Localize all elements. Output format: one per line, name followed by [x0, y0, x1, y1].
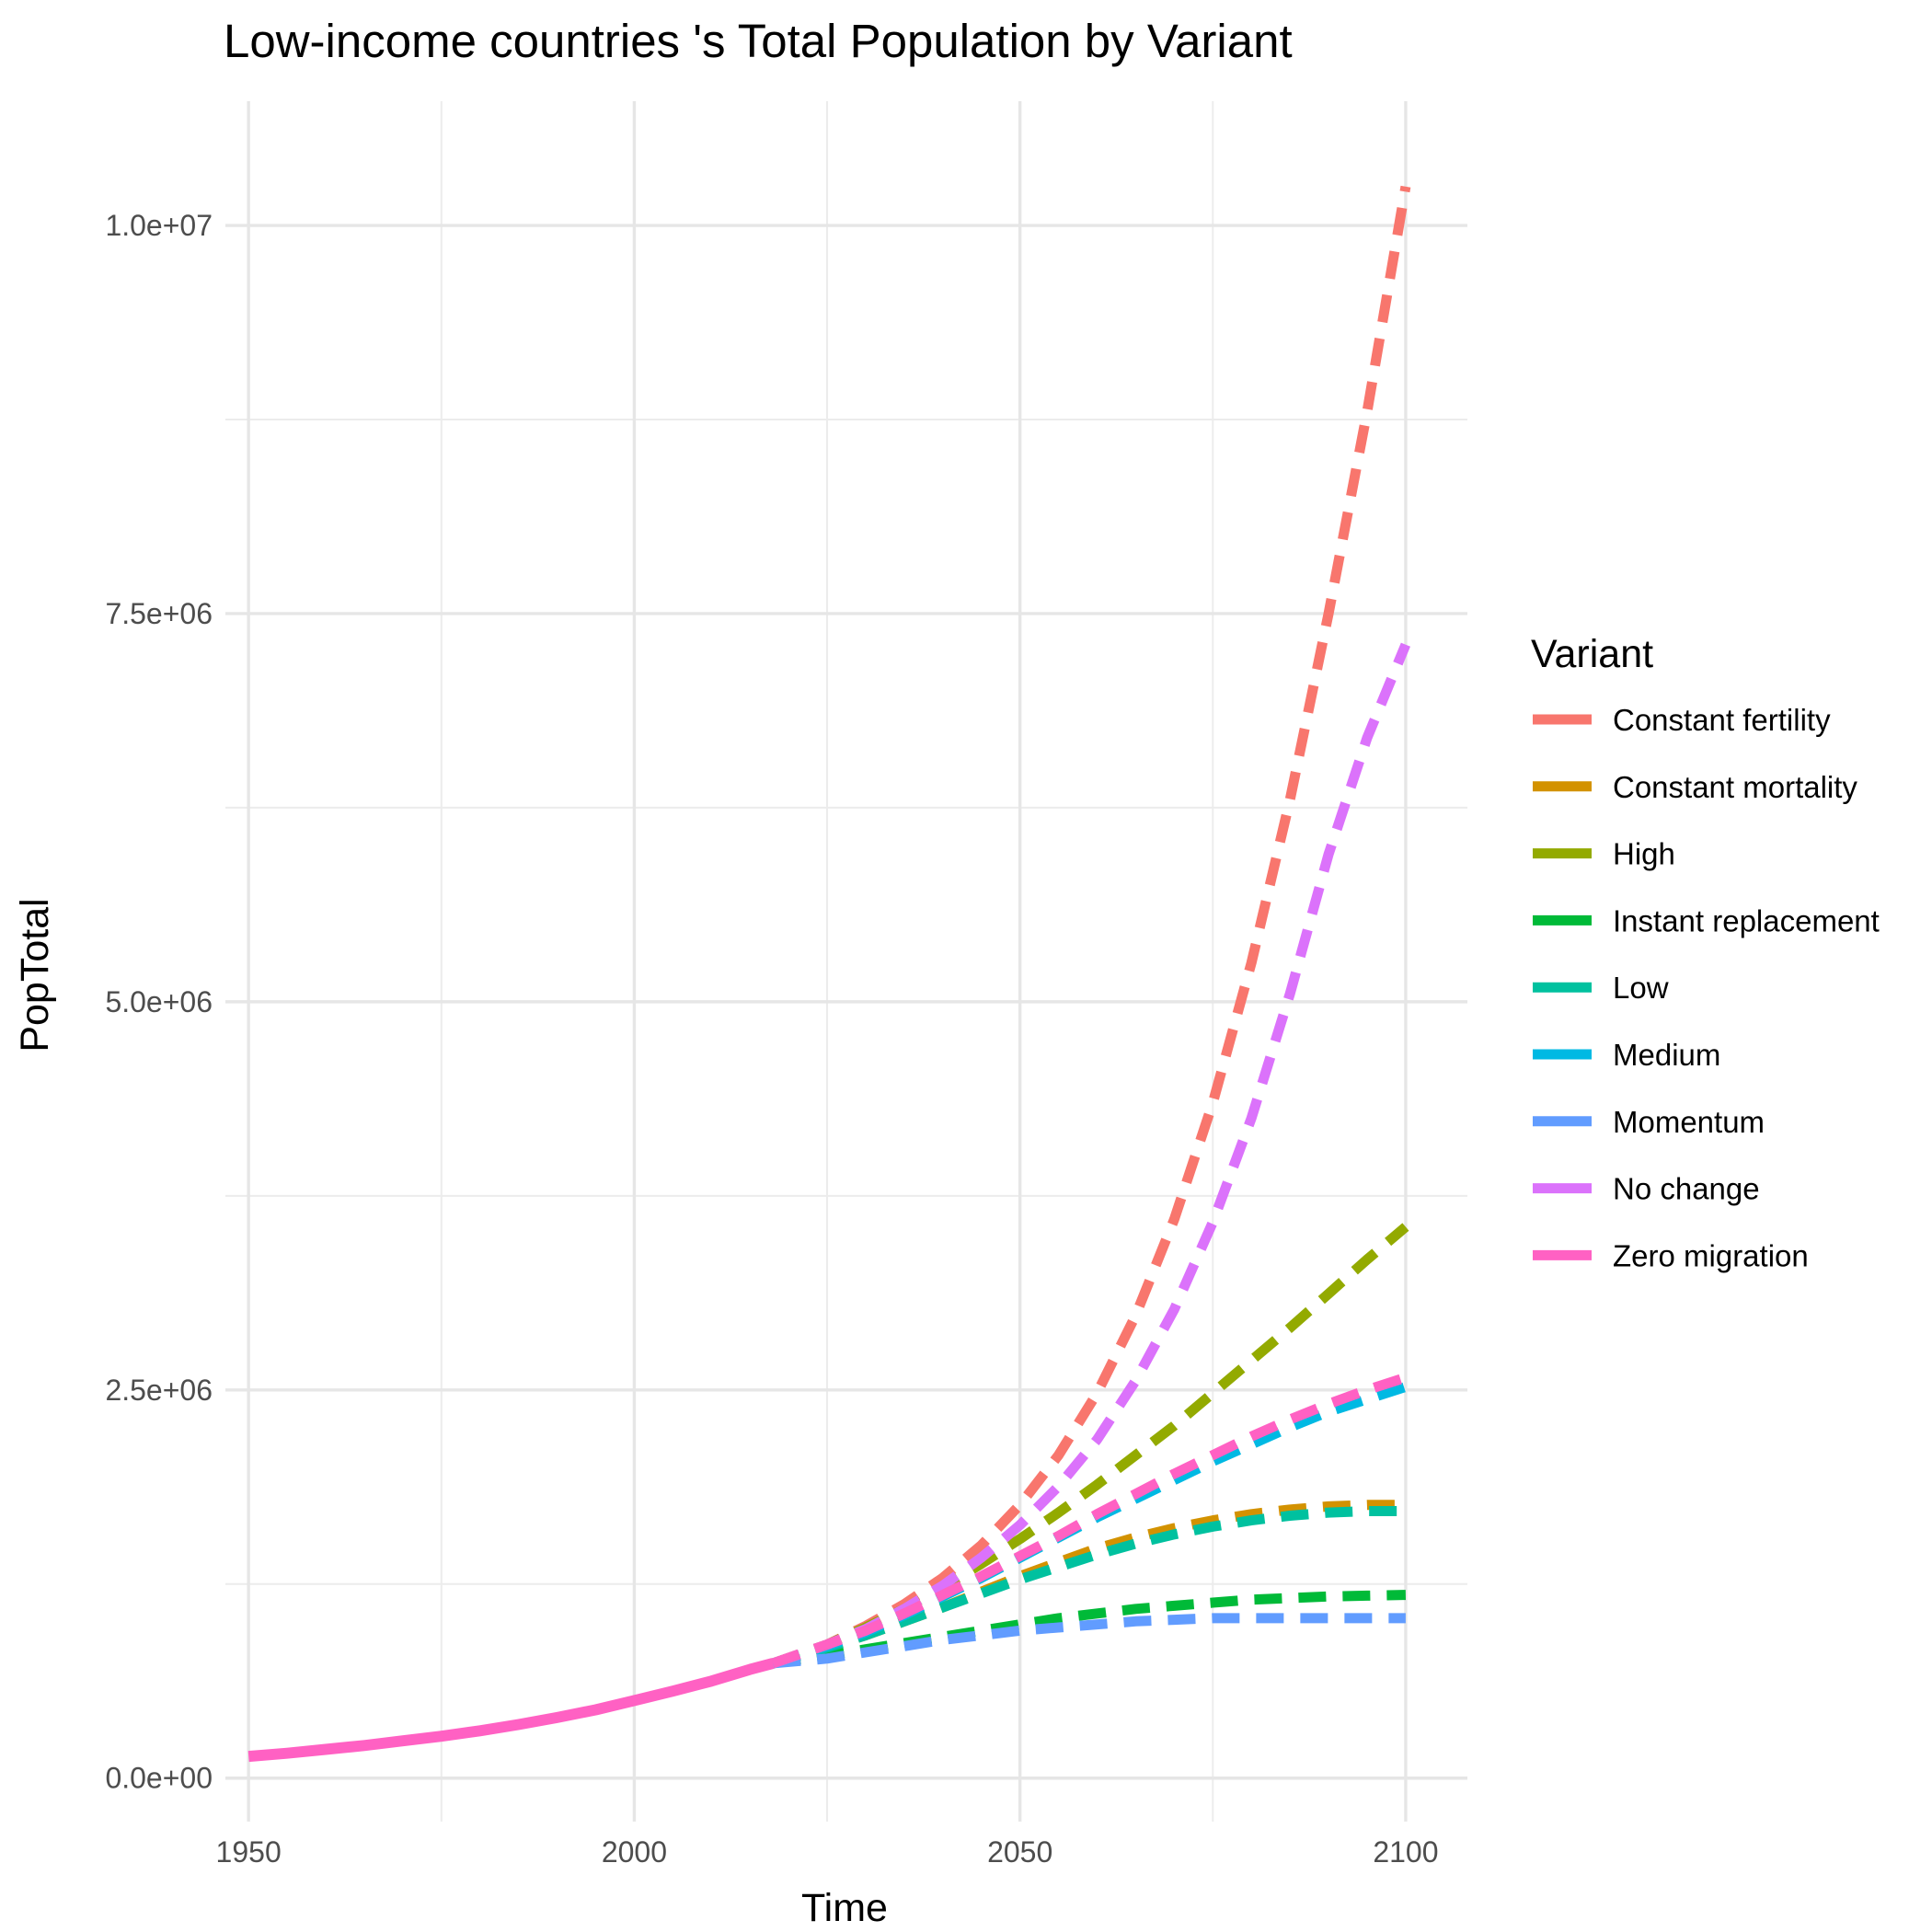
x-tick-label: 2100 [1373, 1835, 1438, 1869]
legend-label-instant-replacement: Instant replacement [1613, 903, 1880, 937]
historical-line [247, 1658, 775, 1763]
legend-title: Variant [1531, 632, 1653, 676]
y-tick-label: 5.0e+06 [105, 985, 213, 1018]
legend-label-zero-migration: Zero migration [1613, 1238, 1809, 1272]
y-tick-label: 7.5e+06 [105, 597, 213, 630]
legend-label-constant-fertility: Constant fertility [1613, 703, 1831, 737]
axis-tick-labels: 0.0e+00 2.5e+06 5.0e+06 7.5e+06 1.0e+07 1950 2… [105, 209, 1438, 1869]
y-axis-title: PopTotal [13, 898, 57, 1052]
y-tick-label: 2.5e+06 [105, 1374, 213, 1407]
x-tick-label: 2000 [602, 1835, 667, 1869]
series-line-instant-replacement [772, 1590, 1407, 1669]
legend-label-constant-mortality: Constant mortality [1613, 770, 1857, 804]
legend-label-momentum: Momentum [1613, 1105, 1765, 1139]
series-line-zero-migration [771, 1373, 1408, 1669]
series-line-constant-fertility [771, 185, 1411, 1669]
chart-title: Low-income countries 's Total Population… [224, 15, 1293, 67]
legend: Variant Constant fertility Constant morta… [1531, 632, 1880, 1272]
x-tick-label: 1950 [216, 1835, 282, 1869]
series-lines [247, 185, 1411, 1763]
series-line-low [771, 1506, 1406, 1669]
y-tick-label: 1.0e+07 [105, 209, 213, 242]
series-line-momentum [772, 1613, 1406, 1669]
legend-label-high: High [1613, 837, 1675, 871]
series-line-no-change [771, 642, 1410, 1669]
y-tick-label: 0.0e+00 [105, 1762, 213, 1795]
gridlines [225, 101, 1467, 1822]
legend-label-no-change: No change [1613, 1172, 1760, 1206]
series-line-high [771, 1223, 1409, 1669]
legend-label-medium: Medium [1613, 1038, 1720, 1072]
x-axis-title: Time [801, 1886, 888, 1930]
x-tick-label: 2050 [987, 1835, 1052, 1869]
legend-label-low: Low [1613, 971, 1669, 1005]
series-line-constant-mortality [771, 1500, 1406, 1669]
